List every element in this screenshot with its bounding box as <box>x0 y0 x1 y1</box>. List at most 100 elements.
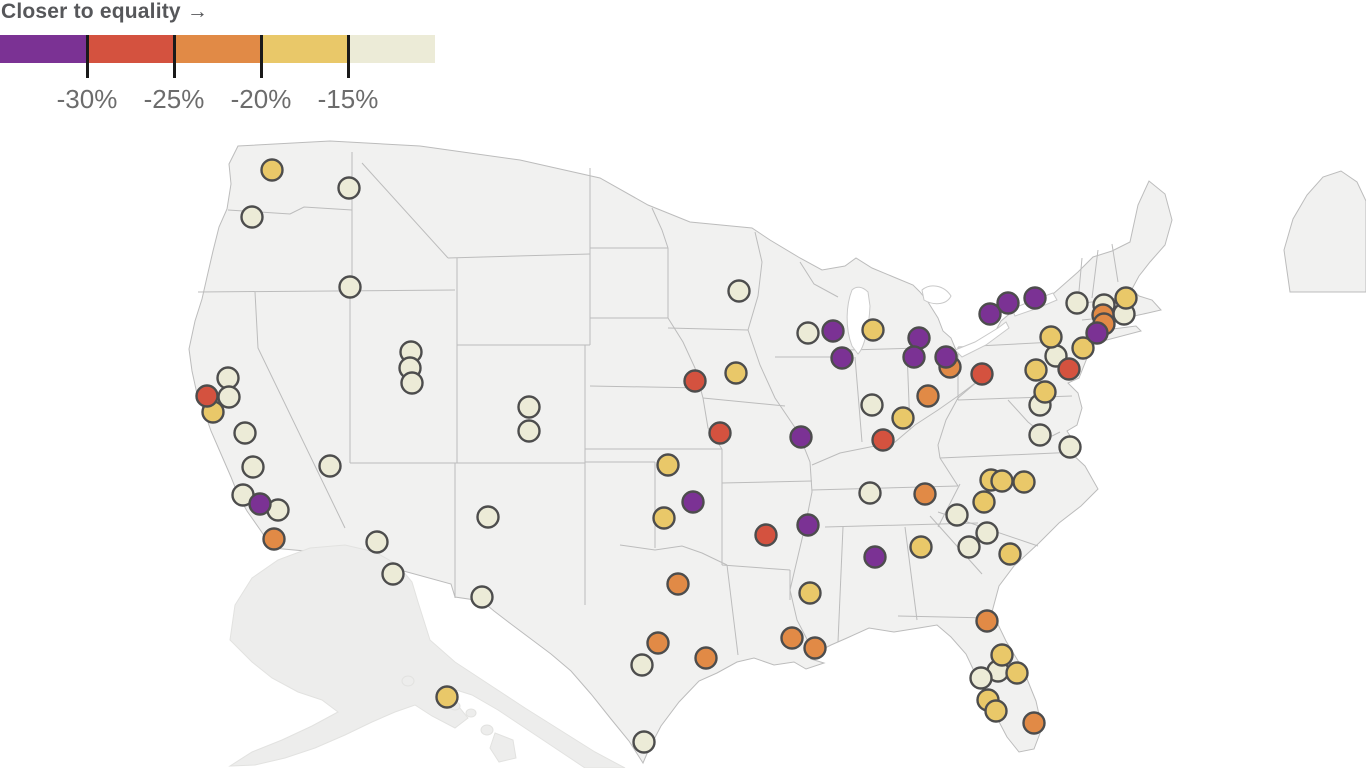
metro-dot[interactable] <box>195 384 219 408</box>
metro-dot[interactable] <box>754 523 778 547</box>
metro-dot[interactable] <box>694 646 718 670</box>
metro-dot[interactable] <box>830 346 854 370</box>
metro-dot[interactable] <box>990 643 1014 667</box>
metro-dot[interactable] <box>1058 435 1082 459</box>
metro-dot[interactable] <box>400 371 424 395</box>
metro-dot[interactable] <box>1114 286 1138 310</box>
metro-dot[interactable] <box>365 530 389 554</box>
metro-dot[interactable] <box>975 609 999 633</box>
metro-dot[interactable] <box>796 513 820 537</box>
metro-dot[interactable] <box>656 453 680 477</box>
metro-dot[interactable] <box>381 562 405 586</box>
metro-dot[interactable] <box>476 505 500 529</box>
metro-dot[interactable] <box>338 275 362 299</box>
legend-tick <box>346 35 350 78</box>
metro-dot[interactable] <box>984 699 1008 723</box>
metro-dot[interactable] <box>727 279 751 303</box>
metro-dot[interactable] <box>1012 470 1036 494</box>
metro-dot[interactable] <box>260 158 284 182</box>
metro-dot[interactable] <box>233 421 257 445</box>
metro-dot[interactable] <box>683 369 707 393</box>
metro-dot[interactable] <box>916 384 940 408</box>
metro-dot[interactable] <box>630 653 654 677</box>
state-border-line <box>1111 243 1119 283</box>
legend-tick <box>172 35 176 78</box>
metro-dot[interactable] <box>863 545 887 569</box>
metro-dot[interactable] <box>891 406 915 430</box>
metro-dot[interactable] <box>240 205 264 229</box>
metro-dot[interactable] <box>902 345 926 369</box>
state-border-line <box>651 207 669 249</box>
metro-dot[interactable] <box>1039 325 1063 349</box>
metro-dot[interactable] <box>996 291 1020 315</box>
metro-dot[interactable] <box>681 490 705 514</box>
hawaii <box>401 675 517 763</box>
metro-dot[interactable] <box>724 361 748 385</box>
metro-dot[interactable] <box>798 581 822 605</box>
metro-dot[interactable] <box>470 585 494 609</box>
metro-dot[interactable] <box>861 318 885 342</box>
metro-dot[interactable] <box>666 572 690 596</box>
metro-dot[interactable] <box>970 362 994 386</box>
metro-dot[interactable] <box>1085 321 1109 345</box>
metro-dot[interactable] <box>248 492 272 516</box>
metro-dot[interactable] <box>821 319 845 343</box>
metro-dot[interactable] <box>1024 358 1048 382</box>
metro-dot[interactable] <box>632 730 656 754</box>
metro-dot[interactable] <box>909 535 933 559</box>
metro-dot[interactable] <box>945 503 969 527</box>
metro-dot[interactable] <box>1033 380 1057 404</box>
legend-segment <box>261 35 348 63</box>
state-border-line <box>939 457 959 487</box>
legend-color-bar <box>0 35 435 63</box>
metro-dot[interactable] <box>871 428 895 452</box>
legend-segment <box>174 35 261 63</box>
metro-dot[interactable] <box>1071 336 1095 360</box>
state-border-line <box>897 615 991 619</box>
lake-huron <box>921 285 952 305</box>
metro-dot[interactable] <box>969 666 993 690</box>
metro-dot[interactable] <box>1057 357 1081 381</box>
metro-dot[interactable] <box>652 506 676 530</box>
metro-dot[interactable] <box>934 345 958 369</box>
metro-dot[interactable] <box>517 395 541 419</box>
metro-dot[interactable] <box>975 521 999 545</box>
metro-dot[interactable] <box>780 626 804 650</box>
metro-dot[interactable] <box>796 321 820 345</box>
metro-dot[interactable] <box>337 176 361 200</box>
metro-dot[interactable] <box>517 419 541 443</box>
state-border-line <box>619 544 728 566</box>
state-border-line <box>721 480 813 484</box>
metro-dot[interactable] <box>972 490 996 514</box>
metro-dot[interactable] <box>803 636 827 660</box>
metro-dot[interactable] <box>318 454 342 478</box>
metro-dot[interactable] <box>646 631 670 655</box>
metro-dot[interactable] <box>1023 286 1047 310</box>
metro-dot[interactable] <box>1065 291 1089 315</box>
lake-erie <box>954 321 1010 358</box>
metro-dot[interactable] <box>913 482 937 506</box>
state-border-line <box>721 564 791 571</box>
metro-dot[interactable] <box>708 421 732 445</box>
metro-dot[interactable] <box>907 326 931 350</box>
metro-dot[interactable] <box>990 469 1014 493</box>
metro-dot[interactable] <box>1028 423 1052 447</box>
metro-dot[interactable] <box>262 527 286 551</box>
metro-dot[interactable] <box>978 302 1002 326</box>
metro-dot[interactable] <box>1005 661 1029 685</box>
legend-tick-label: -30% <box>56 84 118 114</box>
legend-tick <box>85 35 89 78</box>
metro-dot[interactable] <box>1022 711 1046 735</box>
metro-dot[interactable] <box>789 425 813 449</box>
metro-dot[interactable] <box>860 393 884 417</box>
metro-dot[interactable] <box>858 481 882 505</box>
metro-dot[interactable] <box>957 535 981 559</box>
metro-dot[interactable] <box>241 455 265 479</box>
state-border-line <box>747 329 813 646</box>
mainland <box>188 140 1173 765</box>
legend-tick-label: -20% <box>230 84 292 114</box>
state-border-line <box>747 231 763 331</box>
metro-dot[interactable] <box>435 685 459 709</box>
metro-dot[interactable] <box>998 542 1022 566</box>
state-border-line <box>837 526 844 643</box>
